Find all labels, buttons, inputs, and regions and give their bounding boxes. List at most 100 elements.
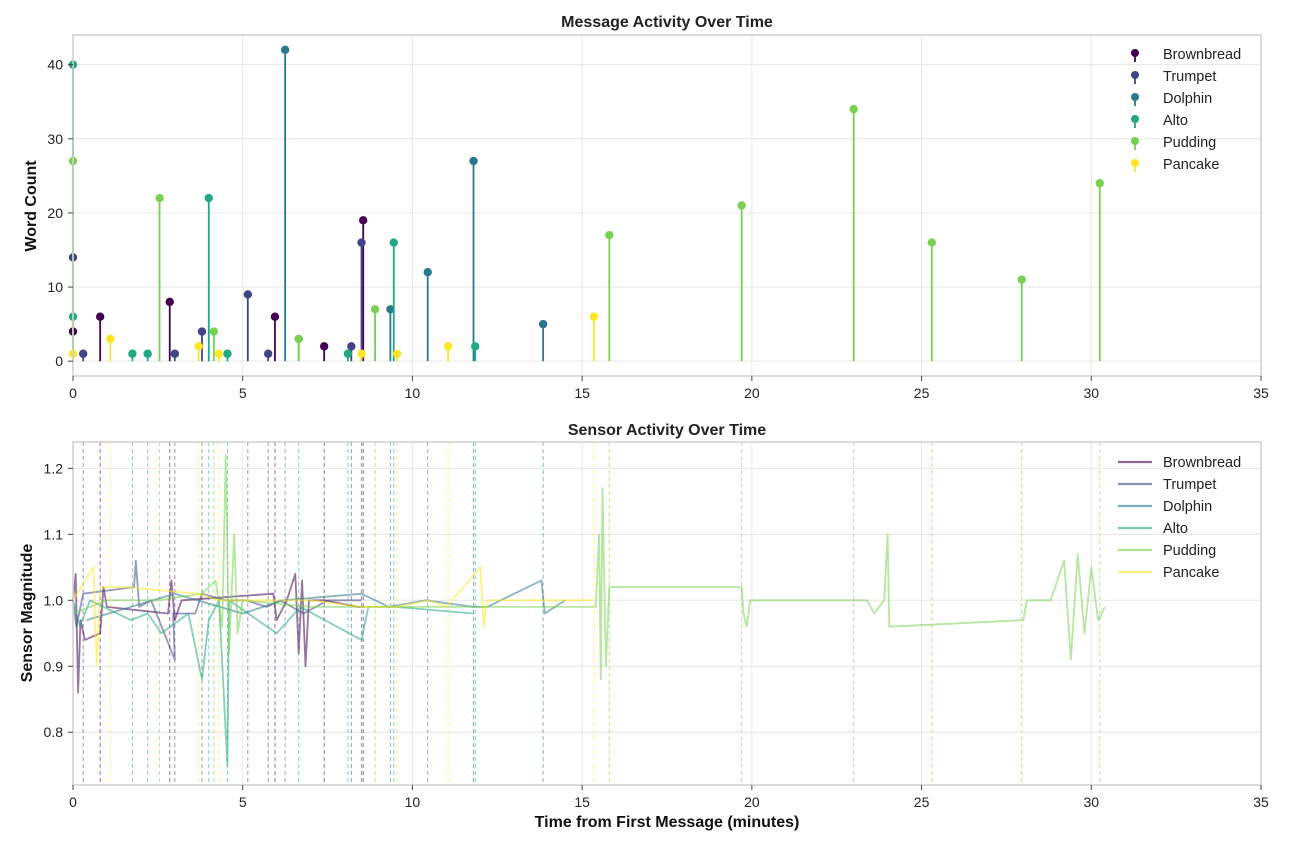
legend-label: Pancake [1163,565,1219,581]
legend-item-pancake[interactable]: Pancake [1118,565,1219,581]
stem-point-pudding[interactable] [1017,275,1026,284]
sensor-line-alto[interactable] [72,599,474,767]
legend-label: Brownbread [1163,455,1241,471]
stem-point-brownbread[interactable] [165,297,174,307]
stem-point-pancake[interactable] [443,342,453,351]
legend-item-dolphin[interactable]: Dolphin [1118,499,1212,515]
p1-ytick-label: 10 [47,279,63,295]
p2-ytick-label: 0.8 [44,724,64,740]
p1-ytick-label: 0 [55,353,63,369]
stem-series-trumpet [68,238,366,362]
stem-point-brownbread[interactable] [270,312,280,321]
stem-point-pancake[interactable] [392,349,402,358]
stem-point-pancake[interactable] [106,334,115,344]
legend-label: Dolphin [1163,499,1212,515]
stem-series-dolphin [280,45,548,362]
stem-point-trumpet[interactable] [78,349,88,358]
stem-point-pudding[interactable] [849,104,858,114]
stem-point-pudding[interactable] [927,238,936,247]
stem-point-dolphin[interactable] [386,305,395,314]
p2-xtick-label: 30 [1083,794,1099,810]
stem-point-dolphin[interactable] [280,45,290,55]
legend-label: Brownbread [1163,47,1241,63]
legend-label: Pancake [1163,157,1219,173]
sensor-line-brownbread[interactable] [72,573,365,694]
legend-item-trumpet[interactable]: Trumpet [1131,69,1216,85]
p2-ytick-label: 1.0 [44,592,64,608]
legend-item-pancake[interactable]: Pancake [1131,157,1219,173]
stem-point-brownbread[interactable] [359,216,368,225]
legend-point-marker [1131,49,1139,57]
legend-point-marker [1131,159,1139,167]
stem-point-trumpet[interactable] [347,342,356,351]
message-activity-panel: Message Activity Over Time Word Count 0 5… [23,14,1269,401]
legend-item-brownbread[interactable]: Brownbread [1118,455,1241,471]
legend-item-pudding[interactable]: Pudding [1131,135,1216,151]
p1-xtick-label: 35 [1253,385,1269,401]
legend-item-trumpet[interactable]: Trumpet [1118,477,1216,493]
stem-point-alto[interactable] [204,193,213,203]
legend-label: Pudding [1163,543,1216,559]
p2-xtick-label: 20 [744,794,760,810]
p2-xtick-label: 35 [1253,794,1269,810]
legend-point-marker [1131,71,1139,79]
sensor-magnitude-axis-label: Sensor Magnitude [19,544,36,683]
legend-item-brownbread[interactable]: Brownbread [1131,47,1241,63]
stem-point-brownbread[interactable] [95,312,105,321]
p2-xtick-label: 5 [239,794,247,810]
stem-point-pudding[interactable] [294,334,303,344]
stem-point-pudding[interactable] [209,327,219,336]
legend-label: Alto [1163,521,1188,537]
stem-point-trumpet[interactable] [170,349,180,358]
p2-ytick-label: 1.2 [44,460,64,476]
legend-point-marker [1131,137,1139,145]
p2-xtick-label: 15 [574,794,590,810]
stem-point-dolphin[interactable] [423,268,432,277]
sensor-activity-legend: Brownbread Trumpet Dolphin Alto Pudding Panca… [1118,455,1241,581]
stem-point-dolphin[interactable] [469,156,478,166]
stem-point-pudding[interactable] [605,230,614,240]
stem-point-pancake[interactable] [214,349,224,358]
sensor-line-pancake[interactable] [72,566,593,668]
stem-point-pudding[interactable] [370,305,380,314]
stem-point-pudding[interactable] [155,193,164,203]
legend-item-alto[interactable]: Alto [1131,113,1188,129]
sensor-activity-plot-area [72,441,1262,786]
stem-point-pancake[interactable] [357,349,366,358]
legend-item-dolphin[interactable]: Dolphin [1131,91,1212,107]
stem-point-dolphin[interactable] [538,319,548,329]
p2-xtick-label: 0 [69,794,77,810]
stem-point-pancake[interactable] [194,342,203,351]
stem-point-brownbread[interactable] [319,342,329,351]
stem-point-alto[interactable] [389,238,398,247]
stem-point-alto[interactable] [223,349,232,358]
sensor-line-pudding[interactable] [72,454,1106,681]
p1-xtick-label: 30 [1083,385,1099,401]
legend-label: Trumpet [1163,69,1216,85]
sensor-line-trumpet[interactable] [72,559,362,661]
p1-ytick-label: 40 [47,57,63,73]
stem-point-pudding[interactable] [1095,179,1104,188]
p1-xtick-label: 25 [914,385,930,401]
stem-point-trumpet[interactable] [357,238,366,247]
stem-point-trumpet[interactable] [197,327,207,336]
stem-point-trumpet[interactable] [243,290,253,299]
legend-point-marker [1131,115,1139,123]
legend-label: Trumpet [1163,477,1216,493]
message-activity-plot-area [72,34,1262,377]
stem-point-alto[interactable] [128,349,137,358]
stem-point-alto[interactable] [143,349,152,358]
stem-point-pancake[interactable] [589,312,599,321]
legend-item-alto[interactable]: Alto [1118,521,1188,537]
legend-item-pudding[interactable]: Pudding [1118,543,1216,559]
p2-xtick-label: 25 [914,794,930,810]
stem-point-alto[interactable] [471,342,480,351]
stem-point-pudding[interactable] [737,201,746,210]
stem-point-alto[interactable] [343,349,353,358]
p2-ytick-label: 1.1 [44,526,64,542]
stem-point-trumpet[interactable] [263,349,273,358]
p1-xtick-label: 0 [69,385,77,401]
stem-series-pudding [68,104,1104,362]
sensor-activity-panel: Sensor Activity Over Time Sensor Magnitu… [19,422,1269,831]
